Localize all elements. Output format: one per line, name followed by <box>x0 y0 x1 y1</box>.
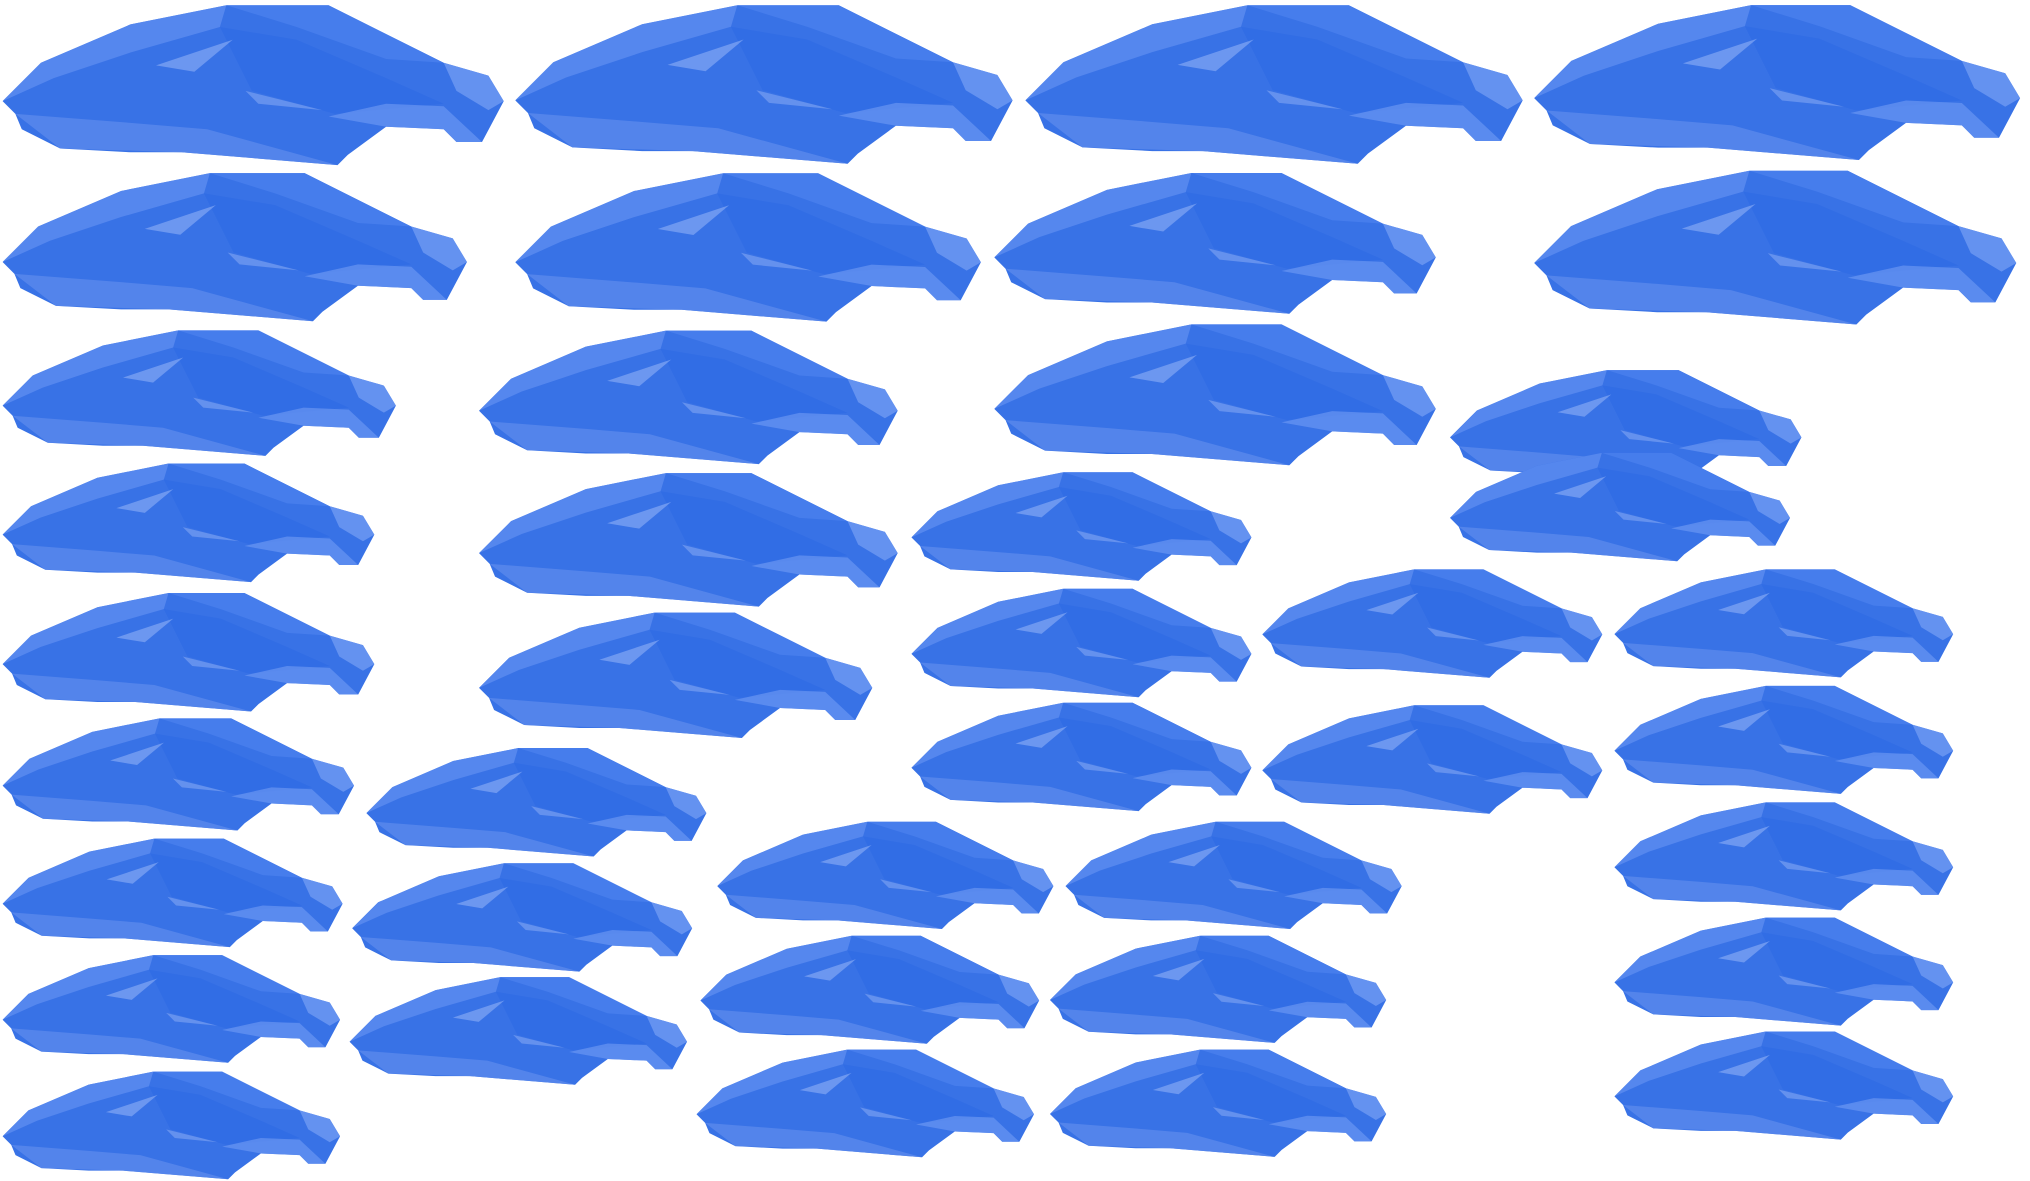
blue-shape <box>1534 170 2017 325</box>
blue-shape <box>2 592 375 712</box>
blue-shape <box>515 5 1013 164</box>
blue-shape <box>2 173 467 322</box>
blue-shape <box>1262 569 1603 678</box>
blue-shape <box>994 172 1436 314</box>
blue-shape <box>2 330 396 456</box>
blue-shape <box>717 821 1054 930</box>
blue-shape <box>2 1071 341 1180</box>
blue-shape <box>1065 821 1402 930</box>
blue-shape <box>911 472 1252 581</box>
blue-shape <box>994 324 1436 466</box>
blue-shape <box>696 1049 1035 1158</box>
blue-shape <box>1614 1031 1954 1140</box>
blue-shape <box>349 977 688 1085</box>
blue-shape <box>352 863 693 972</box>
blue-shape <box>479 330 898 465</box>
blue-shape <box>1262 705 1603 814</box>
blue-shape <box>479 612 873 739</box>
blue-shape <box>2 718 355 831</box>
blue-shape <box>1614 917 1954 1026</box>
blue-shape <box>2 838 343 948</box>
blue-shape <box>1049 935 1387 1043</box>
blue-shape <box>1614 802 1954 911</box>
blue-shape <box>479 473 898 607</box>
blue-shape <box>1049 1049 1387 1157</box>
blue-shape <box>515 173 981 322</box>
blue-shape <box>1614 685 1954 794</box>
blue-shape <box>1025 5 1523 164</box>
blue-shape <box>1614 569 1954 678</box>
blue-shape <box>911 588 1252 698</box>
blue-shape <box>366 748 707 857</box>
blue-shape <box>2 5 504 166</box>
blue-shape <box>1534 5 2021 161</box>
blue-shape <box>2 463 375 583</box>
blue-shape <box>911 702 1252 812</box>
blue-shape <box>700 935 1040 1044</box>
blue-shape <box>2 955 341 1063</box>
